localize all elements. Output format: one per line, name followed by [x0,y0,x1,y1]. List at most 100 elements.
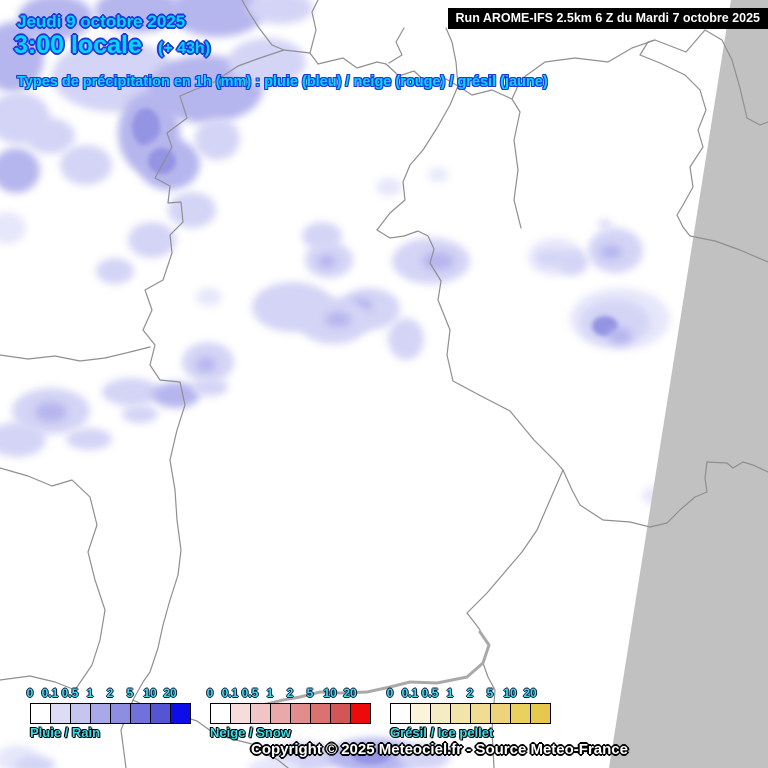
legend-sleet-ticks: 0 0.1 0.5 1 2 5 10 20 [386,686,555,701]
legend-color-cell [450,703,471,724]
legend-color-cell [30,703,51,724]
legend-color-cell [270,703,291,724]
precip-blob [128,222,176,258]
legend-color-cell [410,703,431,724]
legend-tick: 1 [446,686,454,700]
legend-tick: 20 [163,686,177,700]
precip-blob [148,148,176,174]
legend-tick: 0 [206,686,214,700]
precip-blob [558,250,588,275]
legend-tick: 2 [106,686,114,700]
out-of-domain-area [609,0,768,768]
legend-rain-ticks: 0 0.1 0.5 1 2 5 10 20 [26,686,195,701]
legend-tick: 0 [26,686,34,700]
legend-color-cell [490,703,511,724]
legend-color-cell [250,703,271,724]
legend-color-cell [530,703,551,724]
precip-blob [598,220,612,228]
precip-blob [422,252,454,270]
legend-tick: 10 [503,686,517,700]
precip-blob [66,428,112,450]
precip-blob [196,288,222,306]
legend-color-cell [50,703,71,724]
precip-blob [168,192,216,228]
precip-blob [428,168,448,182]
forecast-hour-offset: (+ 43h) [158,40,211,57]
precip-blob [0,422,46,457]
precip-blob [302,222,342,250]
precip-blob [25,118,75,154]
legend-snow-ticks: 0 0.1 0.5 1 2 5 10 20 [206,686,375,701]
precip-blob [102,378,160,406]
legend-color-cell [150,703,171,724]
legend-color-cell [510,703,531,724]
legend-snow: 0 0.1 0.5 1 2 5 10 20 Neige / Snow [206,686,375,741]
legend-tick: 10 [143,686,157,700]
legend-tick: 20 [343,686,357,700]
precip-blob [15,756,55,768]
precip-blob [60,145,112,185]
precip-blob [0,148,40,193]
legend-snow-label: Neige / Snow [210,725,291,740]
precip-blob [122,405,158,423]
map-subtitle: Types de précipitation en 1h (mm) : plui… [17,74,548,90]
legend-color-cell [330,703,351,724]
legend-rain-cells [30,703,191,724]
legend-tick: 0.1 [41,686,59,700]
legend-tick: 5 [306,686,314,700]
legend-color-cell [470,703,491,724]
precip-blob [195,118,240,160]
legend-color-cell [130,703,151,724]
legend-tick: 1 [86,686,94,700]
legend-tick: 10 [323,686,337,700]
run-info-bar: Run AROME-IFS 2.5km 6 Z du Mardi 7 octob… [447,8,768,29]
precip-blob [96,258,134,284]
legend-sleet-cells [390,703,551,724]
precip-blob [192,378,228,396]
forecast-time: 3:00 locale [14,31,142,59]
legend-color-cell [170,703,191,724]
precip-blob [600,245,622,259]
legend-rain: 0 0.1 0.5 1 2 5 10 20 Pluie / Rain [26,686,195,741]
legend-tick: 1 [266,686,274,700]
legend-tick: 5 [126,686,134,700]
legend-color-cell [110,703,131,724]
legend-tick: 0 [386,686,394,700]
precip-blob [608,328,632,344]
copyright-notice: Copyright © 2025 Meteociel.fr - Source M… [251,741,628,758]
precip-blob [228,38,306,86]
legend-color-cell [290,703,311,724]
legend-tick: 2 [466,686,474,700]
precip-blob [248,758,300,768]
legend-tick: 0.5 [421,686,439,700]
legend-color-cell [350,703,371,724]
legend-rain-label: Pluie / Rain [30,725,101,740]
precip-blob [325,312,351,327]
precip-blob [196,357,216,372]
legend-color-cell [430,703,451,724]
precip-blob [35,402,67,422]
legend-color-cell [390,703,411,724]
precip-blob [318,255,336,268]
precip-blob [352,748,390,764]
legend-color-cell [210,703,231,724]
legend-tick: 2 [286,686,294,700]
legend-tick: 20 [523,686,537,700]
legend-tick: 0.5 [61,686,79,700]
precip-blob [376,178,402,196]
legend-tick: 0.1 [401,686,419,700]
legend-sleet-label: Grésil / Ice pellet [390,725,494,740]
legend-tick: 5 [486,686,494,700]
forecast-date: Jeudi 9 octobre 2025 [17,12,186,31]
precip-blob [398,744,450,768]
legend-color-cell [310,703,331,724]
legend-sleet: 0 0.1 0.5 1 2 5 10 20 Grésil / Ice pellet [386,686,555,741]
legend-color-cell [90,703,111,724]
legend-tick: 0.1 [221,686,239,700]
legend-snow-cells [210,703,371,724]
legend-color-cell [230,703,251,724]
legend-color-cell [70,703,91,724]
legend-tick: 0.5 [241,686,259,700]
